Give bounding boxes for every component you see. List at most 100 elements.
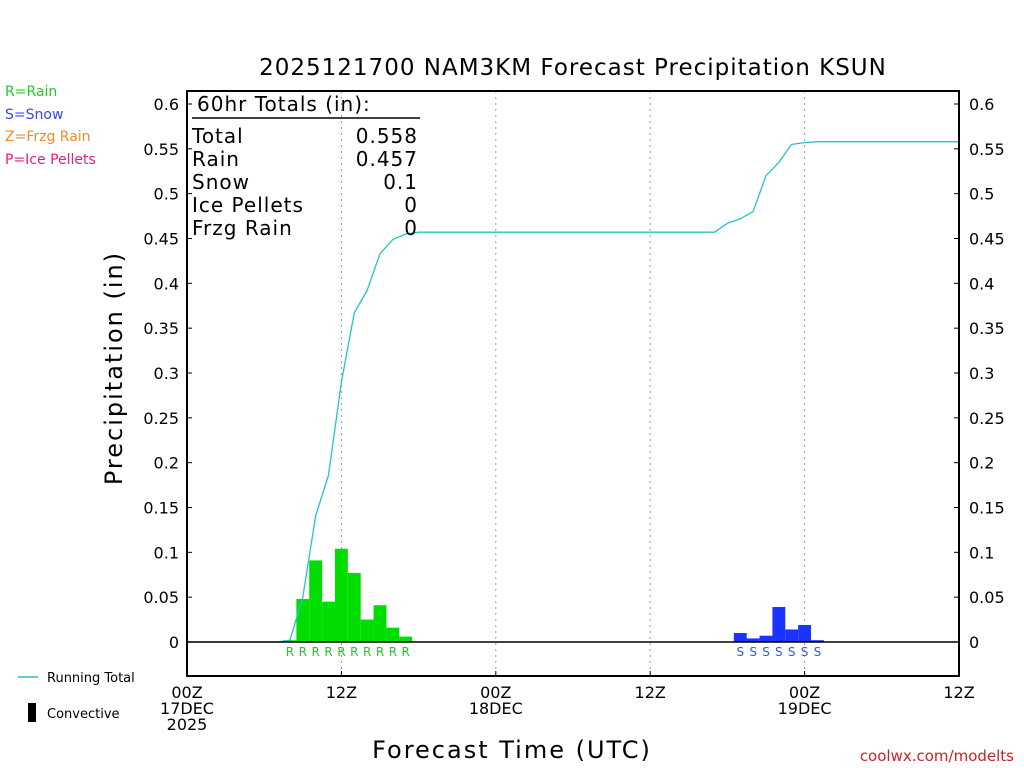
precip-bar-rain xyxy=(360,619,374,642)
precip-bar-rain xyxy=(386,627,400,642)
precip-bar-rain xyxy=(334,548,348,642)
totals-row-value: 0 xyxy=(404,193,418,217)
ptype-letter: R xyxy=(363,645,371,659)
x-tick-label: 18DEC xyxy=(469,699,523,718)
running-total-label: Running Total xyxy=(47,671,135,686)
x-tick-label: 00Z xyxy=(480,683,511,702)
totals-row-label: Total xyxy=(191,124,244,148)
ptype-letter: R xyxy=(389,645,397,659)
totals-row-value: 0 xyxy=(404,216,418,240)
y-axis-label: Precipitation (in) xyxy=(100,251,128,485)
convective-swatch xyxy=(28,703,36,722)
legend-rain: R=Rain xyxy=(5,84,57,100)
x-tick-label: 2025 xyxy=(167,715,208,734)
totals-box: 60hr Totals (in): Total 0.558 Rain 0.457 Sno… xyxy=(191,92,420,240)
totals-row-label: Ice Pellets xyxy=(192,193,304,217)
totals-row-value: 0.558 xyxy=(356,124,418,148)
y-tick-label-right: 0.55 xyxy=(969,140,1005,159)
x-axis-label: Forecast Time (UTC) xyxy=(372,736,652,764)
ptype-letter: S xyxy=(788,645,796,659)
y-tick-label-left: 0.55 xyxy=(143,140,179,159)
ptype-letter: R xyxy=(337,645,345,659)
precip-bar-rain xyxy=(309,560,323,642)
y-tick-label-right: 0.3 xyxy=(969,364,994,383)
x-tick-label: 12Z xyxy=(326,683,357,702)
y-tick-label-right: 0 xyxy=(969,633,979,652)
y-tick-label-left: 0 xyxy=(169,633,179,652)
y-tick-label-right: 0.15 xyxy=(969,499,1005,518)
bottom-legend: Running Total Convective xyxy=(18,671,135,722)
precip-bar-rain xyxy=(373,605,387,642)
y-tick-label-right: 0.25 xyxy=(969,409,1005,428)
x-tick-label: 19DEC xyxy=(778,699,832,718)
convective-label: Convective xyxy=(47,707,120,722)
ptype-letter: R xyxy=(311,645,319,659)
totals-header: 60hr Totals (in): xyxy=(197,92,371,116)
y-tick-label-right: 0.2 xyxy=(969,454,994,473)
totals-row-label: Snow xyxy=(192,170,250,194)
y-tick-label-left: 0.1 xyxy=(154,543,179,562)
totals-rows: Total 0.558 Rain 0.457 Snow 0.1 Ice Pellets 0 Fr… xyxy=(191,124,418,240)
totals-row-value: 0.457 xyxy=(356,147,418,171)
y-tick-label-right: 0.6 xyxy=(969,95,994,114)
precip-bar-rain xyxy=(399,636,413,642)
totals-row-label: Frzg Rain xyxy=(192,216,293,240)
ptype-letter: S xyxy=(762,645,770,659)
precip-bar-snow xyxy=(798,624,812,642)
precip-bar-snow xyxy=(746,638,760,642)
y-tick-label-left: 0.5 xyxy=(154,185,179,204)
type-legend: R=Rain S=Snow Z=Frzg Rain P=Ice Pellets xyxy=(5,84,96,168)
precip-bar-snow xyxy=(733,633,747,642)
precip-bar-rain xyxy=(322,601,335,642)
ptype-letter: S xyxy=(736,645,744,659)
chart-title: 2025121700 NAM3KM Forecast Precipitation… xyxy=(259,55,887,81)
y-tick-label-left: 0.3 xyxy=(154,364,179,383)
y-tick-label-left: 0.4 xyxy=(154,274,179,293)
y-tick-label-left: 0.45 xyxy=(143,230,179,249)
y-tick-label-right: 0.4 xyxy=(969,274,994,293)
y-axis-ticks: 0 00.05 0.050.1 0.10.15 0.150.2 0.20.25 0.250.… xyxy=(143,95,1004,652)
y-tick-label-left: 0.05 xyxy=(143,588,179,607)
x-tick-label: 12Z xyxy=(943,683,974,702)
precip-bar-snow xyxy=(759,635,773,642)
totals-row-value: 0.1 xyxy=(383,170,418,194)
y-tick-label-left: 0.25 xyxy=(143,409,179,428)
legend-frzg-rain: Z=Frzg Rain xyxy=(5,129,91,145)
y-tick-label-right: 0.45 xyxy=(969,230,1005,249)
ptype-letter: S xyxy=(801,645,809,659)
precip-bar-snow xyxy=(772,607,786,642)
precip-bars xyxy=(283,548,824,642)
y-tick-label-right: 0.1 xyxy=(969,543,994,562)
y-tick-label-left: 0.6 xyxy=(154,95,179,114)
precip-bar-snow xyxy=(811,640,824,642)
y-tick-label-left: 0.2 xyxy=(154,454,179,473)
ptype-letter: R xyxy=(350,645,358,659)
y-tick-label-right: 0.05 xyxy=(969,588,1005,607)
y-tick-label-right: 0.35 xyxy=(969,319,1005,338)
precip-bar-rain xyxy=(283,640,297,642)
credit: coolwx.com/modelts xyxy=(860,747,1014,765)
ptype-letter: S xyxy=(749,645,757,659)
totals-row-label: Rain xyxy=(192,147,240,171)
ptype-letter: S xyxy=(775,645,783,659)
ptype-letter: R xyxy=(402,645,410,659)
x-tick-label: 17DEC xyxy=(160,699,214,718)
precip-bar-rain xyxy=(347,572,361,642)
y-tick-label-left: 0.35 xyxy=(143,319,179,338)
ptype-letter: R xyxy=(324,645,332,659)
precip-bar-rain xyxy=(296,598,310,642)
plot-frame xyxy=(186,90,960,677)
ptype-letter: R xyxy=(376,645,384,659)
x-tick-label: 12Z xyxy=(635,683,666,702)
legend-snow: S=Snow xyxy=(5,107,63,123)
x-tick-label: 00Z xyxy=(171,683,202,702)
legend-ice-pellets: P=Ice Pellets xyxy=(5,152,96,168)
y-tick-label-right: 0.5 xyxy=(969,185,994,204)
y-tick-label-left: 0.15 xyxy=(143,499,179,518)
x-tick-label: 00Z xyxy=(789,683,820,702)
ptype-letter: R xyxy=(286,645,294,659)
ptype-letter: R xyxy=(299,645,307,659)
